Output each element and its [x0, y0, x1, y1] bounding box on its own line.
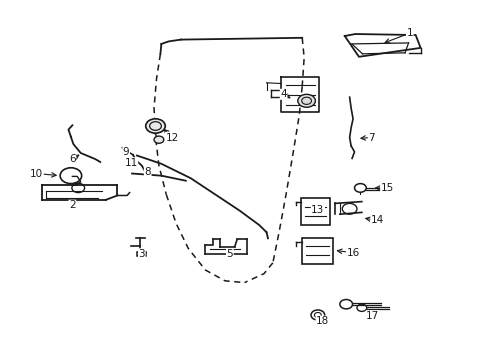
Text: 10: 10	[30, 168, 43, 179]
Bar	[137, 252, 145, 256]
Circle shape	[145, 119, 165, 133]
Text: 9: 9	[122, 147, 129, 157]
Circle shape	[154, 136, 163, 143]
Text: 11: 11	[124, 158, 138, 168]
Text: 16: 16	[346, 248, 359, 258]
Text: 18: 18	[315, 316, 329, 326]
Bar	[300, 198, 329, 225]
Text: 13: 13	[310, 204, 324, 215]
Text: 1: 1	[406, 28, 412, 38]
Text: 15: 15	[380, 183, 393, 193]
Text: 3: 3	[138, 249, 145, 259]
Text: 12: 12	[165, 132, 179, 143]
Text: 8: 8	[144, 167, 151, 177]
Text: 5: 5	[226, 249, 233, 259]
Text: 17: 17	[365, 311, 379, 321]
Circle shape	[297, 94, 315, 107]
Text: 7: 7	[367, 132, 374, 143]
Bar	[302, 238, 332, 264]
Text: 2: 2	[69, 200, 76, 210]
Text: 14: 14	[370, 215, 384, 225]
Text: 4: 4	[280, 89, 286, 99]
Text: 6: 6	[69, 154, 76, 164]
